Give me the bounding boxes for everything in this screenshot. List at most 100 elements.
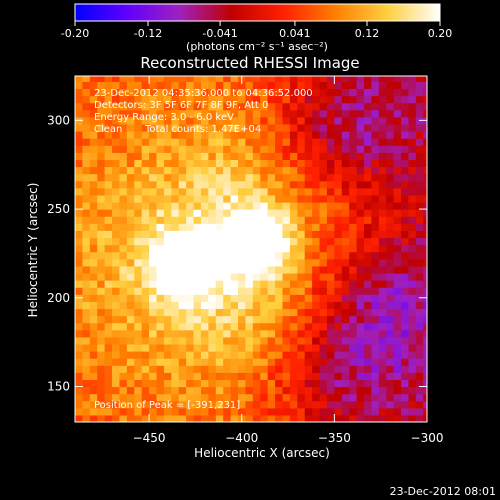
heatmap-cell (238, 393, 247, 402)
heatmap-cell (371, 116, 380, 125)
heatmap-cell (186, 81, 195, 90)
heatmap-cell (97, 109, 106, 118)
heatmap-cell (275, 109, 284, 118)
heatmap-cell (230, 294, 239, 302)
heatmap-cell (393, 223, 402, 231)
heatmap-cell (364, 407, 373, 416)
heatmap-cell (126, 407, 135, 416)
heatmap-cell (341, 372, 350, 381)
heatmap-cell (104, 379, 113, 388)
heatmap-cell (393, 329, 402, 338)
heatmap-cell (112, 358, 121, 366)
heatmap-cell (245, 194, 254, 203)
heatmap-cell (75, 315, 84, 324)
heatmap-cell (341, 400, 350, 409)
heatmap-cell (356, 294, 365, 302)
heatmap-cell (208, 201, 217, 210)
heatmap-cell (163, 386, 172, 395)
heatmap-cell (141, 351, 150, 359)
heatmap-cell (163, 159, 172, 168)
heatmap-cell (119, 294, 128, 302)
heatmap-cell (119, 95, 128, 104)
heatmap-cell (304, 76, 313, 82)
heatmap-cell (215, 109, 224, 118)
heatmap-cell (193, 152, 202, 160)
heatmap-cell (238, 308, 247, 317)
heatmap-cell (312, 230, 321, 239)
heatmap-cell (371, 308, 380, 317)
heatmap-cell (193, 343, 202, 352)
heatmap-cell (149, 209, 158, 217)
colorbar-tick-label: 0.041 (279, 27, 311, 40)
heatmap-cell (171, 194, 180, 203)
heatmap-cell (215, 194, 224, 203)
heatmap-cell (371, 230, 380, 239)
heatmap-cell (378, 159, 387, 168)
heatmap-cell (119, 343, 128, 352)
heatmap-cell (282, 173, 291, 182)
heatmap-cell (208, 116, 217, 125)
heatmap-cell (126, 336, 135, 345)
heatmap-cell (282, 180, 291, 189)
heatmap-cell (75, 287, 84, 295)
heatmap-cell (312, 123, 321, 132)
heatmap-cell (193, 244, 202, 253)
heatmap-cell (289, 251, 298, 260)
heatmap-cell (193, 379, 202, 388)
heatmap-cell (289, 230, 298, 239)
heatmap-cell (408, 287, 417, 295)
heatmap-cell (289, 336, 298, 345)
heatmap-cell (252, 358, 261, 366)
heatmap-cell (297, 159, 306, 168)
heatmap-cell (267, 372, 276, 381)
heatmap-cell (275, 223, 284, 231)
heatmap-cell (186, 322, 195, 331)
heatmap-cell (401, 166, 410, 175)
heatmap-cell (156, 223, 165, 231)
heatmap-cell (393, 287, 402, 295)
heatmap-cell (334, 180, 343, 189)
heatmap-cell (423, 336, 427, 345)
heatmap-cell (156, 173, 165, 182)
heatmap-cell (378, 81, 387, 90)
heatmap-cell (393, 400, 402, 409)
heatmap-cell (178, 358, 187, 366)
heatmap-cell (141, 194, 150, 203)
heatmap-cell (82, 109, 91, 118)
heatmap-cell (82, 216, 91, 224)
heatmap-cell (178, 123, 187, 132)
heatmap-cell (156, 138, 165, 146)
heatmap-cell (171, 365, 180, 373)
heatmap-cell (119, 123, 128, 132)
heatmap-cell (156, 209, 165, 217)
heatmap-cell (200, 379, 209, 388)
heatmap-cell (356, 322, 365, 331)
heatmap-cell (186, 102, 195, 111)
heatmap-cell (75, 322, 84, 331)
heatmap-cell (371, 102, 380, 111)
heatmap-cell (245, 152, 254, 160)
heatmap-cell (386, 294, 395, 302)
heatmap-cell (378, 244, 387, 253)
heatmap-cell (371, 280, 380, 288)
heatmap-cell (341, 294, 350, 302)
heatmap-cell (341, 194, 350, 203)
heatmap-cell (252, 109, 261, 118)
heatmap-cell (319, 280, 328, 288)
heatmap-cell (319, 194, 328, 203)
heatmap-cell (378, 329, 387, 338)
heatmap-cell (386, 280, 395, 288)
heatmap-cell (319, 294, 328, 302)
heatmap-cell (341, 81, 350, 90)
heatmap-cell (208, 76, 217, 82)
heatmap-cell (364, 258, 373, 267)
heatmap-cell (252, 280, 261, 288)
heatmap-cell (186, 123, 195, 132)
heatmap-cell (134, 400, 143, 409)
heatmap-cell (193, 280, 202, 288)
heatmap-cell (349, 223, 358, 231)
heatmap-cell (230, 393, 239, 402)
heatmap-cell (304, 365, 313, 373)
heatmap-cell (267, 116, 276, 125)
